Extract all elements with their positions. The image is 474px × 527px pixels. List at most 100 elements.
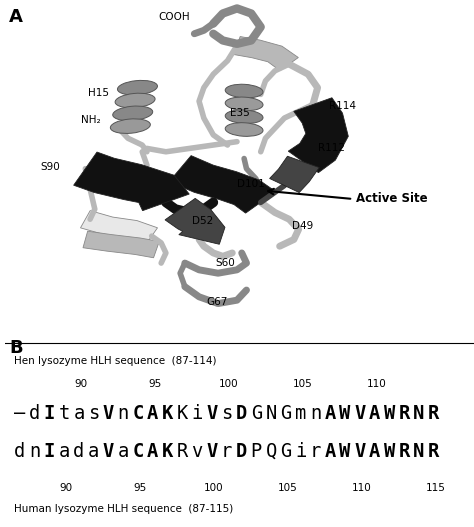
- Text: V: V: [354, 442, 365, 461]
- Text: V: V: [354, 404, 365, 423]
- Text: N: N: [413, 442, 425, 461]
- Text: N: N: [413, 404, 425, 423]
- Text: v: v: [191, 442, 203, 461]
- Text: s: s: [221, 404, 232, 423]
- Text: R: R: [399, 442, 410, 461]
- Text: R: R: [399, 404, 410, 423]
- Text: B: B: [9, 339, 23, 357]
- Text: 95: 95: [133, 483, 146, 493]
- Text: r: r: [221, 442, 232, 461]
- Ellipse shape: [115, 93, 155, 108]
- Text: G67: G67: [206, 297, 228, 307]
- Text: W: W: [383, 404, 395, 423]
- Text: R112: R112: [318, 143, 345, 153]
- Text: D: D: [236, 442, 247, 461]
- Text: K: K: [177, 404, 188, 423]
- Text: D49: D49: [292, 221, 313, 231]
- Text: d: d: [73, 442, 84, 461]
- Text: V: V: [103, 442, 114, 461]
- Text: s: s: [88, 404, 99, 423]
- Text: N: N: [265, 404, 277, 423]
- Text: R: R: [428, 442, 439, 461]
- Text: d: d: [29, 404, 40, 423]
- Text: W: W: [339, 404, 351, 423]
- Ellipse shape: [225, 123, 263, 136]
- Text: V: V: [206, 404, 218, 423]
- Text: I: I: [44, 442, 55, 461]
- Text: t: t: [58, 404, 70, 423]
- Text: G: G: [280, 404, 292, 423]
- Text: 115: 115: [426, 483, 446, 493]
- Text: d: d: [14, 442, 26, 461]
- Text: Active Site: Active Site: [356, 192, 427, 206]
- Text: 100: 100: [204, 483, 223, 493]
- Polygon shape: [288, 98, 348, 173]
- Text: a: a: [118, 442, 129, 461]
- Text: D: D: [236, 404, 247, 423]
- Text: R114: R114: [329, 101, 356, 111]
- Text: I: I: [44, 404, 55, 423]
- Polygon shape: [169, 155, 276, 213]
- Polygon shape: [165, 198, 225, 245]
- Ellipse shape: [225, 97, 263, 111]
- Text: W: W: [339, 442, 351, 461]
- Text: 105: 105: [278, 483, 298, 493]
- Text: –: –: [14, 404, 26, 423]
- Text: W: W: [383, 442, 395, 461]
- Text: i: i: [191, 404, 203, 423]
- Text: a: a: [73, 404, 84, 423]
- Text: r: r: [310, 442, 321, 461]
- Text: i: i: [295, 442, 306, 461]
- Polygon shape: [270, 156, 319, 192]
- Text: n: n: [310, 404, 321, 423]
- Polygon shape: [73, 152, 189, 211]
- Text: S90: S90: [40, 162, 60, 172]
- Text: K: K: [162, 442, 173, 461]
- Text: A: A: [147, 404, 158, 423]
- Text: 110: 110: [352, 483, 371, 493]
- Text: C: C: [132, 442, 144, 461]
- Text: 95: 95: [148, 379, 161, 389]
- Text: 100: 100: [219, 379, 238, 389]
- Text: n: n: [29, 442, 40, 461]
- Text: D52: D52: [192, 216, 213, 226]
- Text: R: R: [428, 404, 439, 423]
- Ellipse shape: [225, 84, 263, 98]
- Text: A: A: [325, 404, 336, 423]
- Text: C: C: [132, 404, 144, 423]
- Text: n: n: [118, 404, 129, 423]
- Ellipse shape: [225, 110, 263, 123]
- Polygon shape: [81, 211, 157, 245]
- Text: K: K: [162, 404, 173, 423]
- Text: A: A: [325, 442, 336, 461]
- Ellipse shape: [110, 119, 150, 133]
- Text: A: A: [147, 442, 158, 461]
- Text: A: A: [369, 442, 380, 461]
- Text: S60: S60: [216, 258, 236, 268]
- Text: 105: 105: [292, 379, 312, 389]
- Text: Hen lysozyme HLH sequence  (87-114): Hen lysozyme HLH sequence (87-114): [14, 356, 217, 366]
- Text: NH₂: NH₂: [81, 115, 100, 125]
- Text: H15: H15: [88, 88, 109, 97]
- Text: A: A: [369, 404, 380, 423]
- Text: A: A: [9, 8, 22, 26]
- Text: 110: 110: [366, 379, 386, 389]
- Text: E35: E35: [230, 108, 250, 118]
- Ellipse shape: [113, 106, 153, 121]
- Text: COOH: COOH: [158, 12, 190, 22]
- Text: 90: 90: [59, 483, 73, 493]
- Text: a: a: [58, 442, 70, 461]
- Text: G: G: [251, 404, 262, 423]
- Text: V: V: [103, 404, 114, 423]
- Text: Q: Q: [265, 442, 277, 461]
- Text: V: V: [206, 442, 218, 461]
- Text: G: G: [280, 442, 292, 461]
- Text: m: m: [295, 404, 306, 423]
- Text: R: R: [177, 442, 188, 461]
- Ellipse shape: [118, 81, 157, 95]
- Text: P: P: [251, 442, 262, 461]
- Text: D101: D101: [237, 179, 265, 189]
- Text: a: a: [88, 442, 99, 461]
- Text: Human lysozyme HLH sequence  (87-115): Human lysozyme HLH sequence (87-115): [14, 504, 233, 514]
- Text: 90: 90: [74, 379, 87, 389]
